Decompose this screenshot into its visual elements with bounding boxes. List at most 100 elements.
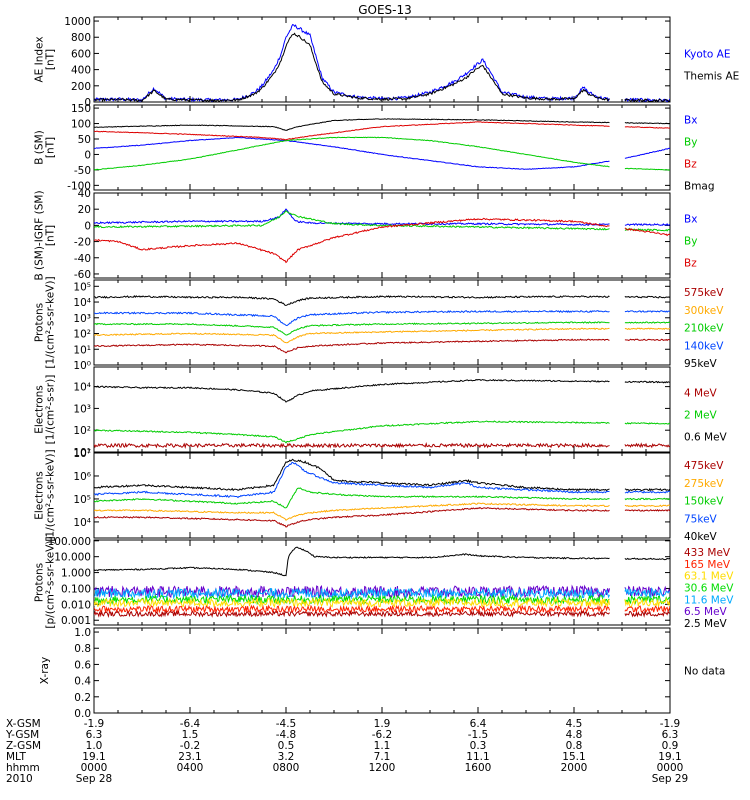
series-line-bmag [94,118,670,131]
y-axis-label: AE Index [34,36,46,82]
y-tick-label: 10⁷ [73,448,91,460]
y-tick-label: 0 [84,149,91,161]
series-line-275kev [94,502,670,521]
footer-row-label: X-GSM [6,718,41,730]
y-axis-label: B (SM)-IGRF (SM) [34,190,46,280]
series-line-2-5-mev [94,546,670,577]
footer-cell: -6.4 [180,718,201,730]
legend-entry: 40keV [684,531,718,543]
y-tick-label: 0.8 [74,643,91,655]
footer-cell: 0800 [273,762,300,774]
plot-title: GOES-13 [358,3,412,17]
footer-cell: Sep 28 [76,773,113,785]
y-tick-label: 10⁴ [73,517,91,529]
series-group [94,378,670,449]
footer-cell: 1600 [465,762,492,774]
y-tick-label: 0.4 [74,676,91,688]
series-line-bz [94,121,670,141]
series-line-bx [94,136,670,171]
series-line-4-mev [94,442,670,449]
y-axis-label: [nT] [45,49,57,70]
footer-cell: 1.1 [374,740,391,752]
y-tick-label: 0.010 [61,599,91,611]
y-tick-label: 10² [73,425,91,437]
footer-cell: 6.4 [470,718,487,730]
y-tick-label: 0.2 [74,692,91,704]
y-tick-label: -40 [74,253,91,265]
series-line-63-1-mev [94,596,670,609]
y-tick-label: 10² [73,329,91,341]
footer-cell: 0000 [81,762,108,774]
series-line-by [94,209,670,232]
legend-entry: Bz [684,159,697,171]
y-axis-label: Electrons [34,471,46,520]
legend-entry: 0.6 MeV [684,432,728,444]
legend-entry: 2 MeV [684,410,718,422]
series-line-bx [94,208,670,227]
footer-cell: 4.5 [566,718,583,730]
y-axis-label: Protons [34,563,46,602]
y-axis-label: [1/(cm²-s-sr-keV)] [45,276,57,368]
footer-row-label: Z-GSM [6,740,41,752]
y-tick-label: -60 [74,269,91,281]
y-tick-label: 40 [78,188,91,200]
legend-entry: 300keV [684,305,724,317]
y-tick-label: 10¹ [73,344,91,356]
series-line-210kev [94,321,670,336]
legend-entry: 210keV [684,323,724,335]
legend-entry: 63.1 MeV [684,571,734,583]
series-line-150kev [94,487,670,509]
footer-cell: 3.2 [278,751,295,763]
footer-cell: 19.1 [658,751,681,763]
series-line-0-6-mev [94,378,670,403]
y-axis-label: [1/(cm²-s-sr-keV)] [45,449,57,541]
legend-entry: 95keV [684,358,718,370]
legend-entry: 475keV [684,460,724,472]
footer-cell: -1.5 [468,729,489,741]
y-tick-label: 1000 [64,16,91,28]
footer-row-label: 2010 [6,773,33,785]
footer-cell: 11.1 [466,751,489,763]
series-line-themis-ae [94,32,670,102]
no-data-note: No data [684,666,725,678]
series-group [94,208,670,264]
legend-entry: Bz [684,258,697,270]
y-tick-label: 10⁴ [73,382,91,394]
series-group [94,458,670,528]
footer-cell: 0000 [657,762,684,774]
y-tick-label: 10⁴ [73,297,91,309]
footer-cell: -0.2 [180,740,201,752]
legend-entry: 75keV [684,513,718,525]
series-line-bz [94,217,670,264]
legend-entry: 433 MeV [684,547,731,559]
legend-entry: 165 MeV [684,559,731,571]
y-tick-label: 50 [78,134,91,146]
y-tick-label: 100.000 [48,536,91,548]
y-tick-label: 20 [78,204,91,216]
legend-entry: Bx [684,214,697,226]
y-tick-label: 0.001 [61,615,91,627]
panel-frame [93,366,671,453]
footer-cell: 0.8 [566,740,583,752]
panel-electrons-kev: 10⁴ 10⁵ 10⁶ 10⁷ Electrons [1/(cm²-s-sr-keV)] 4… [34,448,725,543]
orbit-footer-table: X-GSMY-GSMZ-GSMMLThhmm2010-1.96.31.019.1… [5,718,688,785]
y-tick-label: 0 [84,97,91,109]
y-axis-label: Protons [34,303,46,342]
y-tick-label: -20 [74,237,91,249]
y-tick-label: 10⁵ [73,281,91,293]
footer-row-label: Y-GSM [5,729,39,741]
footer-row-label: hhmm [6,762,40,774]
y-tick-label: 10¹ [73,447,91,459]
footer-cell: 23.1 [178,751,201,763]
footer-row-label: MLT [6,751,26,763]
panel-bsm: -100 -50 0 50 100 150 B (SM) [nT] Bx By Bz Bmag [34,103,715,192]
y-tick-label: 0.0 [74,708,91,720]
legend-entry: By [684,137,697,149]
y-tick-label: 600 [71,48,91,60]
legend-entry: Kyoto AE [684,49,730,61]
y-axis-label: X-ray [39,657,51,684]
footer-cell: -6.2 [372,729,393,741]
footer-cell: 15.1 [562,751,585,763]
series-line-475kev [94,506,670,528]
